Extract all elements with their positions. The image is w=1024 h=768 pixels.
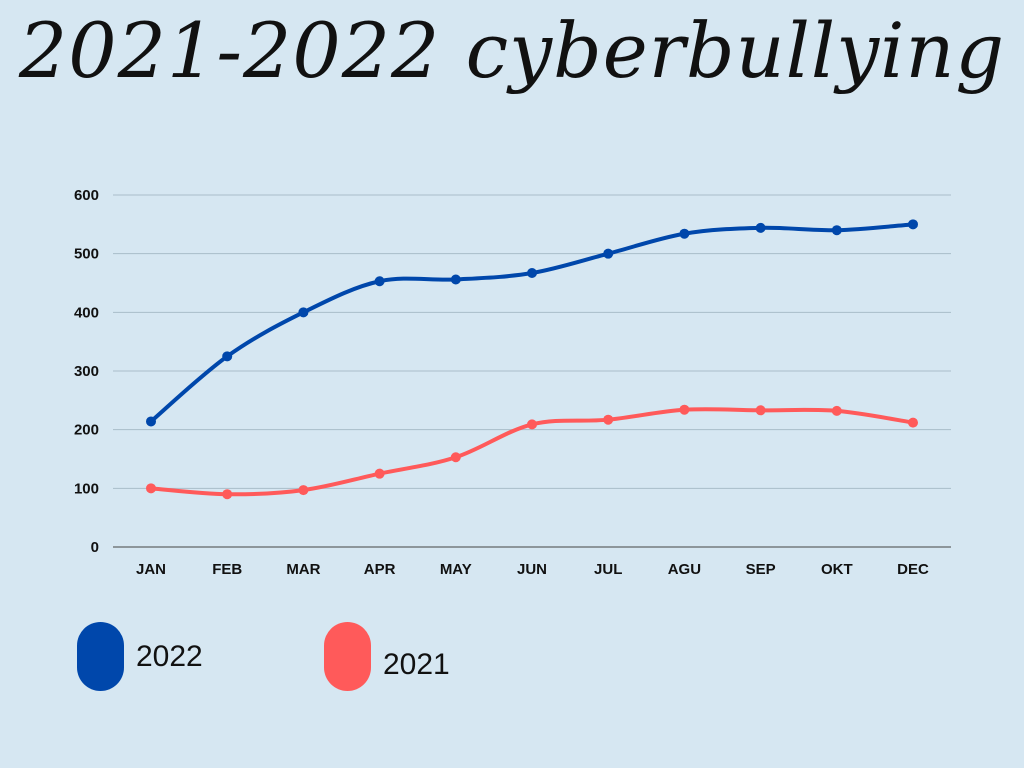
data-point-2022-may bbox=[450, 274, 461, 285]
x-tick-label: MAY bbox=[440, 561, 472, 578]
y-tick-label: 500 bbox=[74, 246, 99, 263]
y-tick-label: 300 bbox=[74, 363, 99, 380]
data-point-2021-apr bbox=[374, 468, 385, 479]
data-point-2021-dec bbox=[908, 417, 918, 428]
y-tick-label: 600 bbox=[74, 187, 99, 204]
y-tick-label: 0 bbox=[91, 539, 99, 556]
legend-item-2022: 2022 bbox=[77, 622, 203, 691]
series-2021 bbox=[146, 404, 918, 500]
data-point-2021-mar bbox=[298, 485, 309, 496]
legend-swatch-2022 bbox=[77, 622, 124, 691]
data-point-2021-may bbox=[450, 452, 461, 463]
x-tick-label: OKT bbox=[821, 561, 853, 578]
data-point-2021-sep bbox=[755, 405, 766, 416]
x-tick-label: SEP bbox=[746, 561, 776, 578]
data-point-2021-agu bbox=[679, 404, 690, 415]
data-point-2021-jul bbox=[603, 414, 614, 425]
y-tick-label: 400 bbox=[74, 304, 99, 321]
x-tick-labels: JAN FEB MAR APR MAY JUN JUL AGU SEP OKT DEC bbox=[136, 561, 929, 578]
data-point-2022-mar bbox=[298, 307, 309, 318]
data-point-2021-jan bbox=[146, 483, 156, 494]
x-tick-label: FEB bbox=[212, 561, 242, 578]
y-tick-label: 100 bbox=[74, 480, 99, 497]
data-point-2021-okt bbox=[831, 405, 842, 416]
x-tick-label: AGU bbox=[668, 561, 701, 578]
data-point-2022-okt bbox=[831, 225, 842, 236]
legend-label-2022: 2022 bbox=[136, 639, 203, 673]
data-point-2021-feb bbox=[222, 489, 233, 500]
grid-lines bbox=[113, 194, 951, 489]
legend-swatch-2021 bbox=[324, 622, 371, 691]
x-tick-label: JAN bbox=[136, 561, 166, 578]
x-tick-label: DEC bbox=[897, 561, 929, 578]
x-tick-label: JUN bbox=[517, 561, 547, 578]
data-point-2022-feb bbox=[222, 351, 233, 362]
legend-item-2021: 2021 bbox=[324, 622, 450, 691]
series-2022 bbox=[146, 219, 918, 427]
legend-label-2021: 2021 bbox=[383, 647, 450, 681]
x-tick-label: JUL bbox=[594, 561, 622, 578]
data-point-2022-agu bbox=[679, 228, 690, 239]
y-tick-label: 200 bbox=[74, 422, 99, 439]
data-point-2022-jul bbox=[603, 248, 614, 259]
x-tick-label: MAR bbox=[286, 561, 320, 578]
data-point-2022-sep bbox=[755, 222, 766, 233]
x-tick-label: APR bbox=[364, 561, 396, 578]
series-lines bbox=[146, 219, 918, 500]
series-line-2022 bbox=[149, 222, 915, 424]
data-point-2021-jun bbox=[527, 419, 537, 430]
data-point-2022-jan bbox=[146, 416, 156, 427]
data-point-2022-dec bbox=[908, 219, 918, 230]
data-point-2022-jun bbox=[527, 268, 537, 279]
y-tick-labels: 0 100 200 300 400 500 600 bbox=[74, 187, 99, 556]
data-point-2022-apr bbox=[374, 276, 385, 287]
chart-title: 2021-2022 cyberbullying bbox=[18, 6, 1006, 95]
